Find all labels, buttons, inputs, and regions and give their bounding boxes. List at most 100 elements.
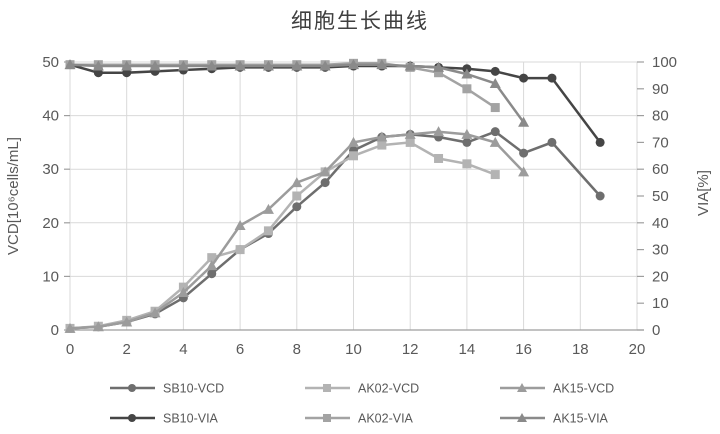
legend-item-AK15-VCD: AK15-VCD (500, 382, 614, 396)
AK15-VIA-marker (433, 61, 445, 72)
SB10-VIA-marker (519, 73, 529, 83)
legend-label: AK15-VCD (553, 382, 614, 396)
AK15-VIA-legend-marker (517, 413, 527, 422)
AK02-VIA-legend-marker (323, 414, 331, 422)
AK02-VCD-marker (405, 137, 415, 147)
AK15-VIA-marker (149, 60, 161, 71)
right-tick-label: 80 (652, 108, 669, 125)
AK02-VCD-marker (292, 191, 302, 201)
AK15-VCD-legend-marker (517, 383, 527, 392)
x-tick-label: 18 (572, 341, 589, 358)
chart-title: 细胞生长曲线 (291, 10, 429, 33)
AK15-VCD-marker (92, 321, 104, 332)
x-tick-label: 12 (402, 341, 419, 358)
AK02-VIA-marker (462, 84, 472, 94)
AK15-VCD-marker (149, 307, 161, 318)
AK15-VCD-marker (518, 166, 530, 177)
SB10-VCD-marker (519, 148, 529, 158)
AK15-VIA-marker (319, 60, 331, 71)
SB10-VCD-marker (320, 178, 330, 188)
AK15-VCD-marker (433, 126, 445, 137)
legend-label: SB10-VCD (163, 382, 224, 396)
right-tick-label: 0 (652, 322, 660, 339)
legend-label: AK02-VIA (358, 412, 414, 426)
left-tick-label: 10 (42, 268, 59, 285)
SB10-VIA-marker (490, 66, 500, 76)
legend-item-AK02-VCD: AK02-VCD (305, 382, 419, 396)
AK15-VCD-marker (206, 260, 218, 271)
x-tick-label: 14 (459, 341, 476, 358)
AK15-VIA-marker (262, 60, 274, 71)
AK02-VCD-marker (490, 170, 500, 180)
legend-item-SB10-VIA: SB10-VIA (110, 412, 219, 426)
x-tick-label: 4 (179, 341, 187, 358)
SB10-VIA-legend-marker (128, 414, 136, 422)
AK02-VCD-marker (349, 151, 358, 161)
legend-item-SB10-VCD: SB10-VCD (110, 382, 224, 396)
left-tick-label: 40 (42, 108, 59, 125)
AK15-VCD-marker (234, 219, 246, 230)
right-tick-label: 100 (652, 54, 677, 71)
left-tick-label: 20 (42, 215, 59, 232)
SB10-VCD-marker (490, 127, 500, 137)
SB10-VIA-marker (595, 137, 605, 147)
AK15-VIA-marker (376, 59, 388, 70)
right-tick-label: 30 (652, 242, 669, 259)
AK02-VCD-line (69, 141, 496, 330)
gridlines (69, 61, 638, 330)
x-tick-label: 2 (123, 341, 131, 358)
SB10-VCD-marker (595, 191, 605, 201)
AK02-VCD-marker (207, 253, 217, 263)
x-tick-label: 16 (515, 341, 532, 358)
AK02-VCD-marker (235, 245, 245, 255)
AK15-VCD-marker (291, 177, 303, 188)
x-tick-label: 6 (236, 341, 244, 358)
tick-labels: 0 2 4 6 8 10 12 14 16 18 20 0 10 20 30 40 50 0 10 20 30 40 50 6… (42, 54, 677, 358)
x-tick-label: 20 (629, 341, 646, 358)
right-tick-label: 10 (652, 295, 669, 312)
AK02-VCD-legend-marker (323, 384, 331, 392)
AK02-VIA-marker (490, 103, 500, 113)
AK15-VCD-marker (319, 166, 331, 177)
series-AK15-VCD (64, 126, 530, 333)
AK15-VIA-marker (92, 60, 104, 71)
SB10-VCD-marker (547, 137, 557, 147)
SB10-VCD-legend-marker (128, 384, 136, 392)
left-tick-label: 30 (42, 161, 59, 178)
AK15-VIA-marker (121, 60, 133, 71)
AK15-VCD-marker (121, 316, 133, 327)
right-tick-label: 70 (652, 134, 669, 151)
legend-item-AK15-VIA: AK15-VIA (500, 412, 609, 426)
left-tick-label: 50 (42, 54, 59, 71)
right-tick-label: 20 (652, 268, 669, 285)
legend: SB10-VCD AK02-VCD AK15-VCD SB10-VIA AK02-VIA… (110, 382, 614, 426)
AK02-VCD-marker (377, 140, 387, 150)
AK15-VIA-marker (404, 60, 416, 71)
AK15-VIA-marker (177, 60, 189, 71)
AK15-VCD-marker (348, 136, 359, 147)
AK15-VIA-marker (206, 60, 218, 71)
x-tick-label: 10 (345, 341, 362, 358)
legend-label: AK02-VCD (358, 382, 419, 396)
right-tick-label: 90 (652, 81, 669, 98)
AK15-VIA-marker (461, 68, 473, 79)
SB10-VIA-marker (547, 73, 557, 83)
series-AK02-VCD (65, 137, 500, 333)
AK15-VIA-marker (348, 59, 359, 70)
x-tick-label: 0 (66, 341, 74, 358)
AK02-VIA-line (70, 62, 496, 109)
legend-label: AK15-VIA (553, 412, 609, 426)
AK15-VCD-marker (262, 203, 274, 214)
AK15-VIA-marker (234, 60, 246, 71)
AK15-VCD-marker (404, 128, 416, 139)
AK02-VCD-marker (263, 226, 273, 236)
AK15-VCD-marker (64, 322, 76, 333)
AK02-VCD-marker (434, 153, 444, 163)
AK15-VIA-marker (291, 60, 303, 71)
AK15-VCD-marker (461, 128, 473, 139)
SB10-VCD-marker (462, 137, 472, 147)
legend-item-AK02-VIA: AK02-VIA (305, 412, 414, 426)
SB10-VCD-marker (292, 202, 302, 212)
